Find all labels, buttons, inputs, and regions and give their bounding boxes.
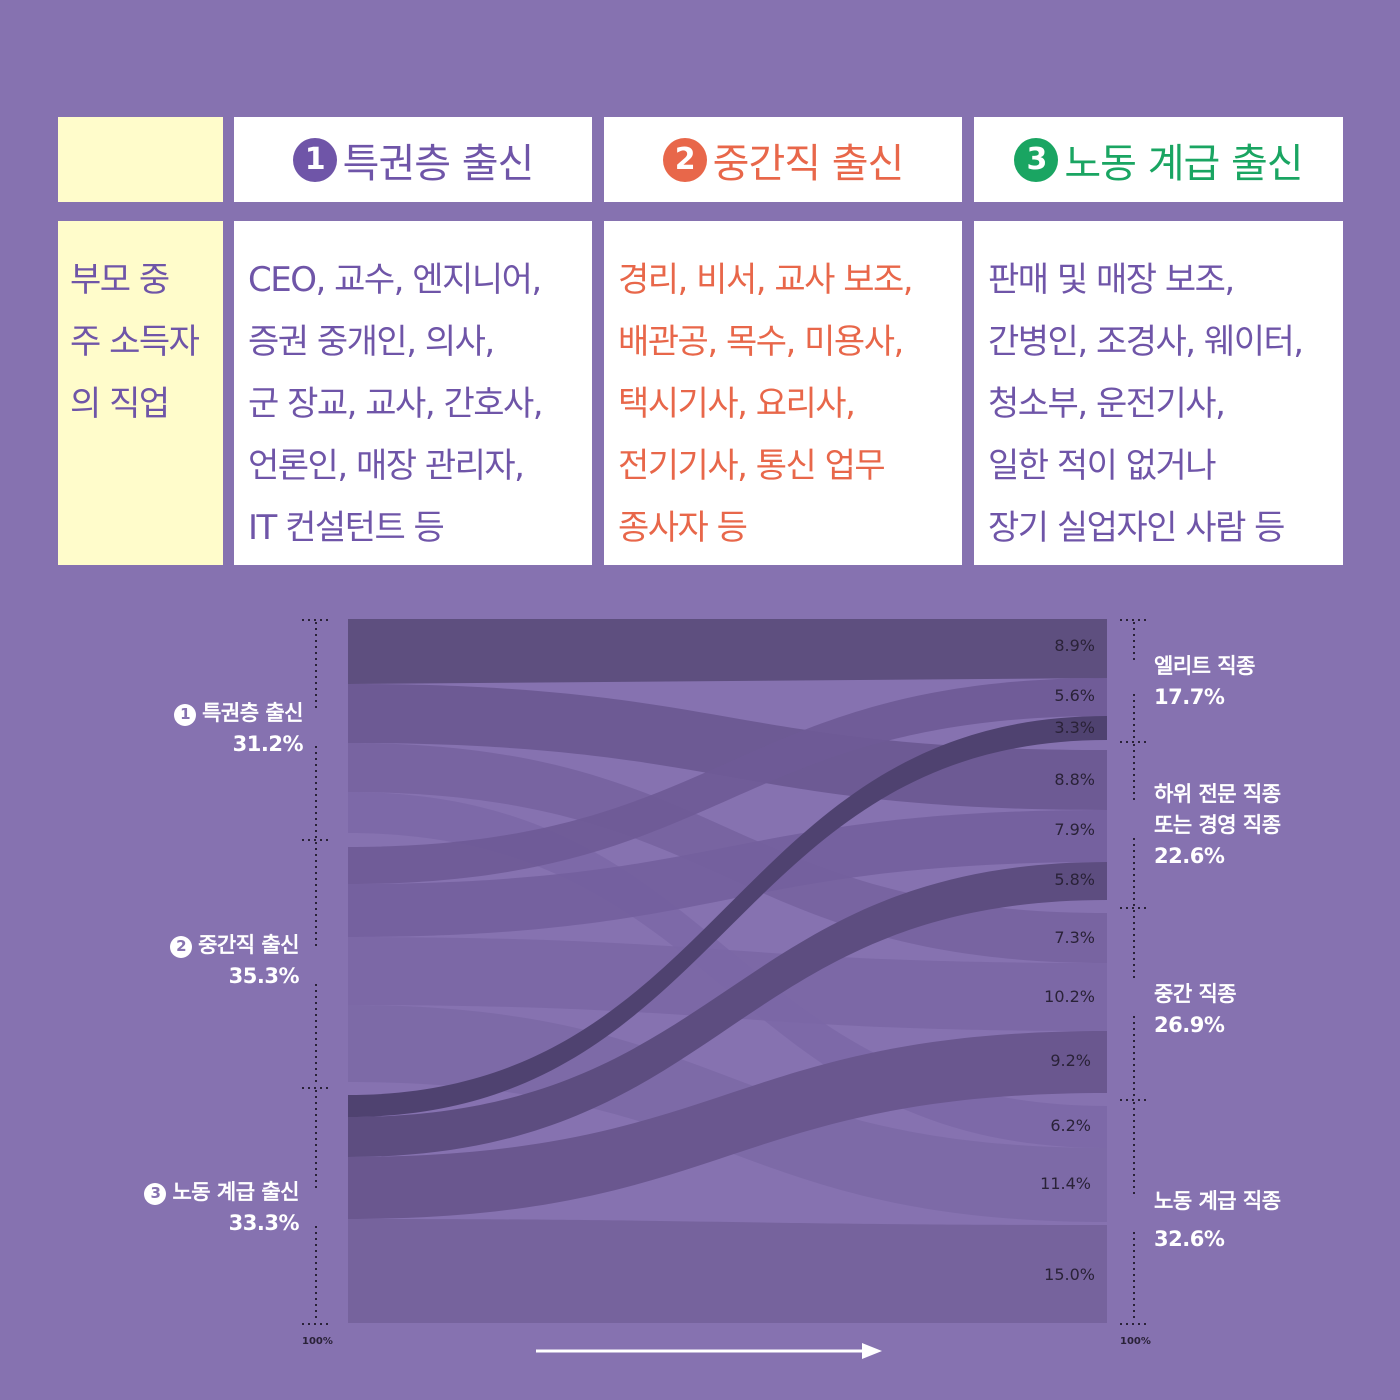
flow-value-label: 8.8% xyxy=(1054,770,1095,789)
left-scale-dots xyxy=(302,619,330,1325)
target-label-elite: 엘리트 직종 17.7% xyxy=(1154,651,1255,713)
flow-value-label: 15.0% xyxy=(1044,1265,1095,1284)
source-name: 중간직 출신 xyxy=(198,933,299,957)
number-badge-2-icon: 2 xyxy=(170,935,193,958)
job-line: 판매 및 매장 보조, xyxy=(988,260,1235,300)
flow-privileged-to-working xyxy=(348,792,1107,1148)
job-line: 증권 중개인, 의사, xyxy=(248,322,495,362)
target-total: 26.9% xyxy=(1154,1013,1225,1037)
flow-working-to-subpro xyxy=(348,862,1107,1157)
source-label-working: 3 노동 계급 출신 33.3% xyxy=(144,1177,300,1239)
scale-label-left: 100% xyxy=(302,1336,333,1347)
job-line: 택시기사, 요리사, xyxy=(618,384,856,424)
flow-value-label: 8.9% xyxy=(1054,636,1095,655)
target-label-working: 노동 계급 직종 32.6% xyxy=(1154,1182,1281,1258)
target-total: 22.6% xyxy=(1154,844,1225,868)
number-badge-3-icon: 3 xyxy=(1014,137,1059,182)
job-line: 전기기사, 통신 업무 xyxy=(618,446,886,486)
column-title: 특권층 출신 xyxy=(342,140,535,187)
source-total: 35.3% xyxy=(228,964,300,988)
target-name: 하위 전문 직종 xyxy=(1154,782,1281,806)
source-total: 33.3% xyxy=(228,1211,300,1235)
target-name: 또는 경영 직종 xyxy=(1154,813,1281,837)
job-line: 경리, 비서, 교사 보조, xyxy=(618,260,914,300)
job-line: 간병인, 조경사, 웨이터, xyxy=(988,322,1304,362)
row-label-parent-occupation: 부모 중 주 소득자 의 직업 xyxy=(58,221,223,565)
column-title: 중간직 출신 xyxy=(712,140,905,187)
job-line: CEO, 교수, 엔지니어, xyxy=(248,260,542,300)
number-badge-1-icon: 1 xyxy=(292,137,337,182)
source-total: 31.2% xyxy=(232,732,304,756)
job-line: 배관공, 목수, 미용사, xyxy=(618,322,904,362)
job-line: 군 장교, 교사, 간호사, xyxy=(248,384,544,424)
job-line: 일한 적이 없거나 xyxy=(988,446,1217,486)
job-line: 청소부, 운전기사, xyxy=(988,384,1226,424)
flow-value-label: 7.3% xyxy=(1054,928,1095,947)
source-label-privileged: 1 특권층 출신 31.2% xyxy=(174,698,304,760)
job-line: 종사자 등 xyxy=(618,508,748,548)
row-label-line: 의 직업 xyxy=(70,384,170,424)
flow-working-to-middle xyxy=(348,1031,1107,1219)
flow-value-label: 10.2% xyxy=(1044,987,1095,1006)
jobs-cell-intermediate: 경리, 비서, 교사 보조, 배관공, 목수, 미용사, 택시기사, 요리사, … xyxy=(604,221,962,565)
direction-arrow-icon xyxy=(536,1343,882,1359)
column-header-privileged: 1 특권층 출신 xyxy=(234,117,592,202)
flow-value-label: 6.2% xyxy=(1050,1116,1091,1135)
table-corner-header xyxy=(58,117,223,202)
jobs-cell-working: 판매 및 매장 보조, 간병인, 조경사, 웨이터, 청소부, 운전기사, 일한… xyxy=(974,221,1343,565)
row-label-line: 주 소득자 xyxy=(70,322,200,362)
number-badge-3-icon: 3 xyxy=(144,1182,167,1205)
source-name: 특권층 출신 xyxy=(202,701,303,725)
job-line: IT 컨설턴트 등 xyxy=(248,508,445,548)
flow-working-to-working xyxy=(348,1219,1107,1323)
target-name: 노동 계급 직종 xyxy=(1154,1189,1281,1213)
flow-value-label: 11.4% xyxy=(1040,1174,1091,1193)
flow-value-label: 5.8% xyxy=(1054,870,1095,889)
job-line: 장기 실업자인 사람 등 xyxy=(988,508,1285,548)
number-badge-2-icon: 2 xyxy=(662,137,707,182)
column-header-working: 3 노동 계급 출신 xyxy=(974,117,1343,202)
flow-value-label: 7.9% xyxy=(1054,820,1095,839)
flow-privileged-to-elite xyxy=(348,619,1107,684)
target-total: 17.7% xyxy=(1154,685,1225,709)
right-scale-dots xyxy=(1120,619,1148,1325)
job-line: 언론인, 매장 관리자, xyxy=(248,446,525,486)
number-badge-1-icon: 1 xyxy=(174,703,197,726)
target-label-middle: 중간 직종 26.9% xyxy=(1154,979,1237,1041)
flow-value-label: 3.3% xyxy=(1054,718,1095,737)
target-total: 32.6% xyxy=(1154,1227,1225,1251)
column-title: 노동 계급 출신 xyxy=(1064,140,1303,187)
target-name: 엘리트 직종 xyxy=(1154,654,1255,678)
scale-label-right: 100% xyxy=(1120,1336,1151,1347)
target-name: 중간 직종 xyxy=(1154,982,1237,1006)
flow-working-to-elite xyxy=(348,716,1107,1117)
flow-value-label: 9.2% xyxy=(1050,1051,1091,1070)
target-label-subpro: 하위 전문 직종 또는 경영 직종 22.6% xyxy=(1154,779,1281,872)
source-label-intermediate: 2 중간직 출신 35.3% xyxy=(170,930,300,992)
flow-intermediate-to-elite xyxy=(348,678,1107,884)
column-header-intermediate: 2 중간직 출신 xyxy=(604,117,962,202)
flow-intermediate-to-subpro xyxy=(348,810,1107,937)
flow-value-label: 5.6% xyxy=(1054,686,1095,705)
row-label-line: 부모 중 xyxy=(70,260,170,300)
jobs-cell-privileged: CEO, 교수, 엔지니어, 증권 중개인, 의사, 군 장교, 교사, 간호사… xyxy=(234,221,592,565)
source-name: 노동 계급 출신 xyxy=(172,1180,299,1204)
